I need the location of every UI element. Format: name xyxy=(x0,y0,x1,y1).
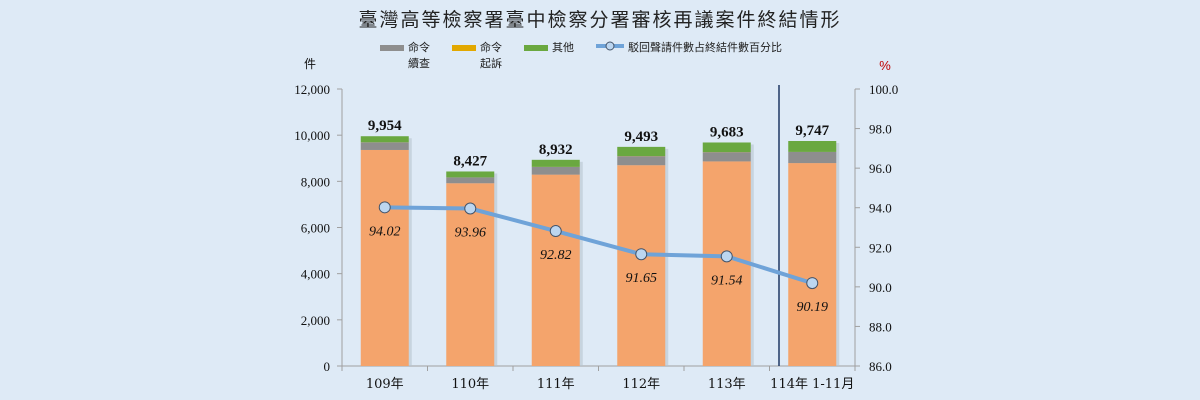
left-tick-label: 10,000 xyxy=(294,128,330,143)
bar-segment xyxy=(446,177,495,184)
rate-marker xyxy=(464,202,477,215)
legend-item-indictment: 命令 起訴 xyxy=(452,40,502,72)
bar-segment xyxy=(702,152,751,162)
legend-swatch-yellow xyxy=(452,45,476,51)
legend-item-rejection-rate: 駁回聲請件數占終結件數百分比 xyxy=(596,40,782,72)
bar-segment xyxy=(788,141,837,152)
rate-value-label: 94.02 xyxy=(369,224,401,239)
left-tick-label: 6,000 xyxy=(301,221,330,236)
right-tick-label: 92.0 xyxy=(869,240,892,255)
right-tick-label: 94.0 xyxy=(869,201,892,216)
rate-value-label: 93.96 xyxy=(455,226,487,241)
legend-swatch-green xyxy=(524,45,548,51)
bar-segment xyxy=(788,163,837,366)
rate-marker xyxy=(549,225,562,238)
bar-segment xyxy=(617,165,666,366)
bar-segment xyxy=(360,136,409,143)
left-tick-label: 0 xyxy=(324,359,331,374)
right-tick-label: 88.0 xyxy=(869,319,892,334)
x-category-label: 109年 xyxy=(366,377,404,392)
bar-total-label: 9,954 xyxy=(368,118,402,134)
left-tick-label: 8,000 xyxy=(301,174,330,189)
rate-value-label: 90.19 xyxy=(797,300,829,315)
rate-marker xyxy=(635,248,648,261)
rate-marker xyxy=(720,250,733,263)
rate-line xyxy=(384,205,813,286)
legend-label: 駁回聲請件數占終結件數百分比 xyxy=(628,41,782,54)
legend-label: 命令 續查 xyxy=(408,41,430,70)
legend-item-other: 其他 xyxy=(524,40,574,72)
bar-segment xyxy=(702,161,751,366)
rate-value-label: 92.82 xyxy=(540,248,572,263)
legend-label: 其他 xyxy=(552,41,574,54)
right-tick-label: 98.0 xyxy=(869,122,892,137)
left-tick-label: 2,000 xyxy=(301,313,330,328)
bar-segment xyxy=(531,166,580,175)
x-category-label: 114年 1-11月 xyxy=(770,377,854,392)
bar-segment xyxy=(617,156,666,166)
left-axis-unit: 件 xyxy=(304,57,316,71)
bar-total-label: 8,932 xyxy=(539,142,573,158)
bar-segment xyxy=(788,151,837,164)
bar-segment xyxy=(360,142,409,150)
legend-line-marker-icon xyxy=(596,41,624,51)
x-category-label: 112年 xyxy=(622,377,660,392)
right-tick-label: 96.0 xyxy=(869,161,892,176)
bar-segment xyxy=(531,159,580,167)
bar-segment xyxy=(531,174,580,366)
x-category-label: 110年 xyxy=(451,377,489,392)
right-tick-label: 86.0 xyxy=(869,359,892,374)
x-category-label: 113年 xyxy=(708,377,746,392)
right-tick-label: 100.0 xyxy=(869,82,898,97)
bar-segment xyxy=(446,171,495,178)
bar-segment xyxy=(617,146,666,157)
bar-total-label: 8,427 xyxy=(453,153,487,169)
legend-swatch-gray xyxy=(380,45,404,51)
right-axis-unit: % xyxy=(879,58,891,73)
right-tick-label: 90.0 xyxy=(869,280,892,295)
bar-total-label: 9,493 xyxy=(624,129,658,145)
left-tick-label: 12,000 xyxy=(294,82,330,97)
rate-marker xyxy=(806,277,819,290)
legend-item-continue-investigation: 命令 續查 xyxy=(380,40,430,72)
bar-total-label: 9,683 xyxy=(710,124,744,140)
legend: 命令 續查 命令 起訴 其他 駁回聲請件數占終結件數百分比 xyxy=(380,40,782,72)
bar-total-label: 9,747 xyxy=(795,123,829,139)
x-category-label: 111年 xyxy=(537,377,575,392)
rate-value-label: 91.54 xyxy=(711,273,743,288)
bar-segment xyxy=(360,149,409,366)
legend-label: 命令 起訴 xyxy=(480,41,502,70)
bar-segment xyxy=(702,142,751,153)
rate-value-label: 91.65 xyxy=(626,271,658,286)
left-tick-label: 4,000 xyxy=(301,267,330,282)
chart-title: 臺灣高等檢察署臺中檢察分署審核再議案件終結情形 xyxy=(358,9,842,31)
rate-marker xyxy=(378,201,391,214)
